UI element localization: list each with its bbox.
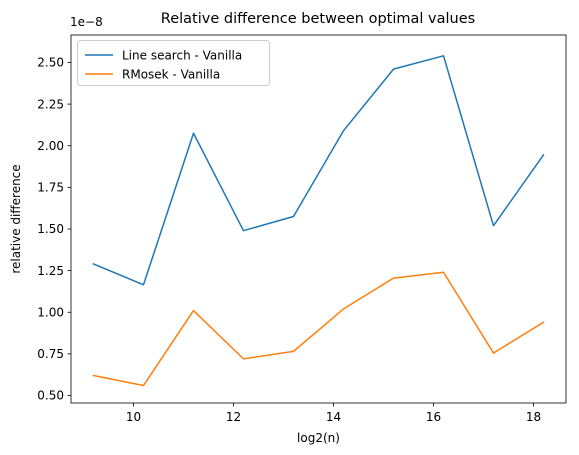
x-tick-label: 10 [126, 410, 141, 424]
legend-label-0: Line search - Vanilla [122, 48, 242, 62]
legend-frame [77, 40, 270, 86]
series-line-1 [92, 271, 545, 387]
y-axis-label: relative difference [9, 164, 23, 273]
x-tick-label: 14 [326, 410, 341, 424]
x-tick-label: 18 [526, 410, 541, 424]
legend-label-1: RMosek - Vanilla [122, 67, 220, 81]
axis-ticks: 10 12 14 16 18 0.50 0.75 1.00 1.25 1.50 1.75 2.00 2.… [37, 56, 541, 424]
axes-frame [70, 34, 567, 404]
y-tick-label: 2.50 [37, 56, 64, 70]
y-axis-offset-text: 1e−8 [70, 15, 103, 29]
y-tick-label: 2.25 [37, 97, 64, 111]
x-tick-label: 12 [226, 410, 241, 424]
legend: Line search - Vanilla RMosek - Vanilla [77, 40, 270, 86]
plot-area [92, 55, 545, 387]
y-tick-label: 1.75 [37, 181, 64, 195]
series-line-0 [92, 55, 545, 286]
y-tick-label: 1.50 [37, 222, 64, 236]
y-tick-label: 0.50 [37, 389, 64, 403]
x-tick-label: 16 [426, 410, 441, 424]
x-axis-label: log2(n) [297, 431, 340, 445]
chart-title: Relative difference between optimal valu… [161, 11, 475, 27]
y-tick-label: 2.00 [37, 139, 64, 153]
y-tick-label: 0.75 [37, 347, 64, 361]
y-tick-label: 1.25 [37, 264, 64, 278]
y-tick-label: 1.00 [37, 305, 64, 319]
